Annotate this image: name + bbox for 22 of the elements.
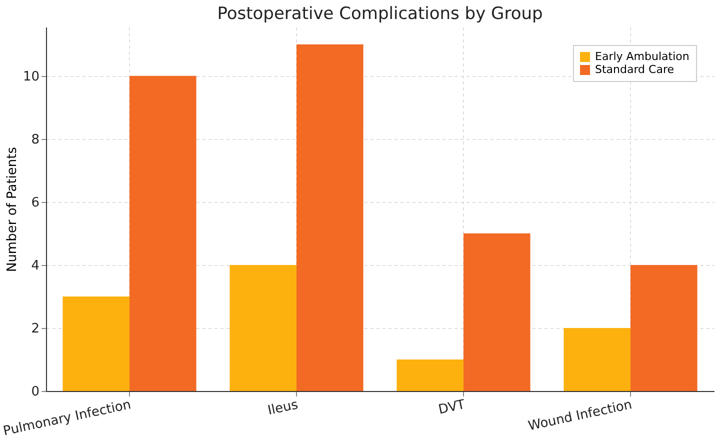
x-tick-label: Ileus xyxy=(266,397,300,419)
bar xyxy=(396,359,464,391)
bar xyxy=(230,264,296,391)
bar xyxy=(464,233,530,391)
legend-label: Early Ambulation xyxy=(595,50,690,63)
bar xyxy=(630,264,698,391)
x-tick-label: Pulmonary Infection xyxy=(2,398,132,440)
y-axis-title: Number of Patients xyxy=(4,146,20,272)
legend-label: Standard Care xyxy=(595,63,674,76)
y-tick-label: 8 xyxy=(31,132,40,148)
bar xyxy=(296,44,364,391)
y-tick-label: 0 xyxy=(31,384,40,400)
y-tick-label: 4 xyxy=(31,258,40,274)
y-tick-label: 10 xyxy=(22,69,40,84)
bar xyxy=(130,76,196,391)
y-tick-label: 6 xyxy=(31,195,40,210)
x-tick-label: DVT xyxy=(437,398,466,418)
y-tick-label: 2 xyxy=(31,321,40,336)
bar xyxy=(564,328,630,391)
x-tick-label: Wound Infection xyxy=(526,398,634,434)
chart-title: Postoperative Complications by Group xyxy=(217,4,543,24)
bar xyxy=(62,296,130,391)
